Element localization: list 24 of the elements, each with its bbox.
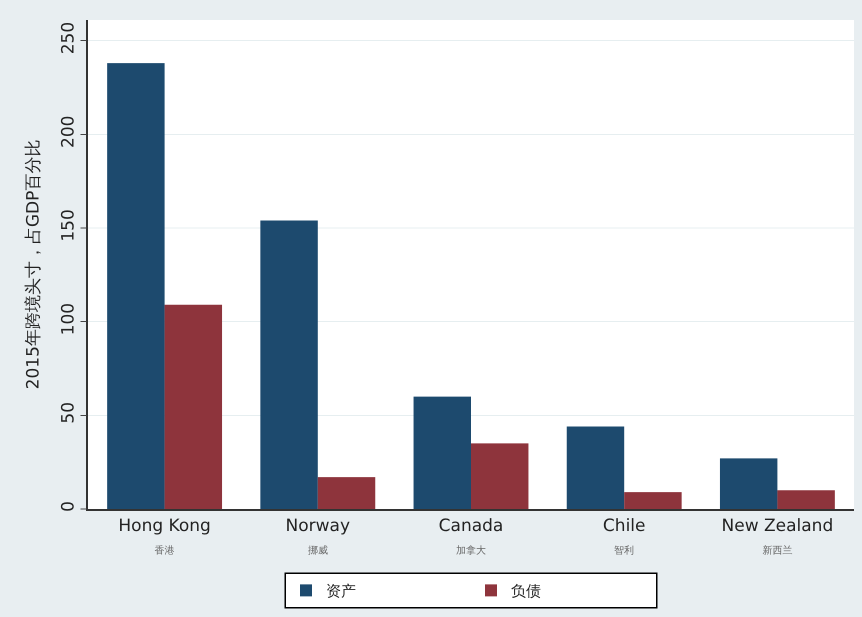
x-tick-label: Norway 挪威 [286,516,350,556]
y-tick-label: 0 [58,501,78,512]
x-tick-label: New Zealand 新西兰 [722,516,834,556]
y-tick-label: 150 [58,209,78,242]
bar [471,443,528,509]
y-axis-title: 2015年跨境头寸，占GDP百分比 [24,140,44,390]
y-tick-label: 100 [58,302,78,336]
bar [624,492,682,509]
x-tick-label: Hong Kong 香港 [118,516,211,556]
y-tick-label: 250 [58,22,78,54]
bar [414,396,471,509]
x-tick-label: Canada 加拿大 [438,516,504,556]
x-tick-label: Chile 智利 [602,516,646,556]
bar [720,458,778,509]
bar [260,220,318,509]
bar [566,426,624,509]
bar [318,477,376,509]
bar [777,490,835,509]
y-tick-label: 200 [58,116,78,148]
bar [164,304,222,509]
legend-label: 负债 [511,582,541,600]
legend-label: 资产 [326,582,356,600]
y-tick-label: 50 [58,402,78,424]
bar [107,63,165,509]
